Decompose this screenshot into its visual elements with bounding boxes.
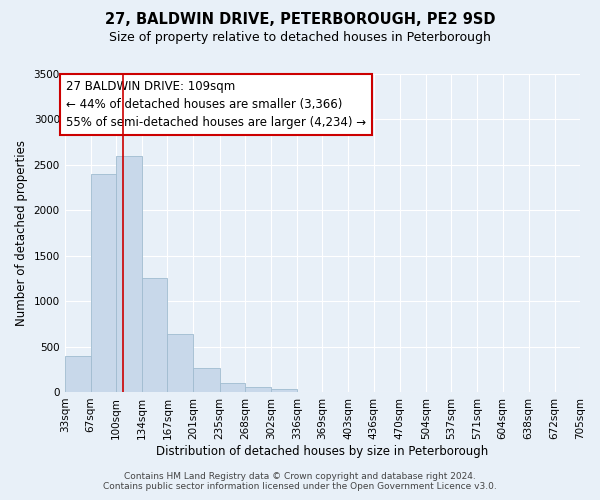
Bar — [142, 278, 167, 392]
Text: Size of property relative to detached houses in Peterborough: Size of property relative to detached ho… — [109, 31, 491, 44]
Bar — [91, 174, 116, 392]
Text: Contains public sector information licensed under the Open Government Licence v3: Contains public sector information licen… — [103, 482, 497, 491]
Bar — [193, 368, 220, 392]
Bar — [167, 334, 193, 392]
Y-axis label: Number of detached properties: Number of detached properties — [15, 140, 28, 326]
Text: Contains HM Land Registry data © Crown copyright and database right 2024.: Contains HM Land Registry data © Crown c… — [124, 472, 476, 481]
Text: 27 BALDWIN DRIVE: 109sqm
← 44% of detached houses are smaller (3,366)
55% of sem: 27 BALDWIN DRIVE: 109sqm ← 44% of detach… — [66, 80, 367, 130]
Bar — [116, 156, 142, 392]
Bar — [271, 389, 297, 392]
Bar — [220, 383, 245, 392]
X-axis label: Distribution of detached houses by size in Peterborough: Distribution of detached houses by size … — [156, 444, 488, 458]
Bar — [65, 356, 91, 392]
Bar — [245, 388, 271, 392]
Text: 27, BALDWIN DRIVE, PETERBOROUGH, PE2 9SD: 27, BALDWIN DRIVE, PETERBOROUGH, PE2 9SD — [105, 12, 495, 28]
